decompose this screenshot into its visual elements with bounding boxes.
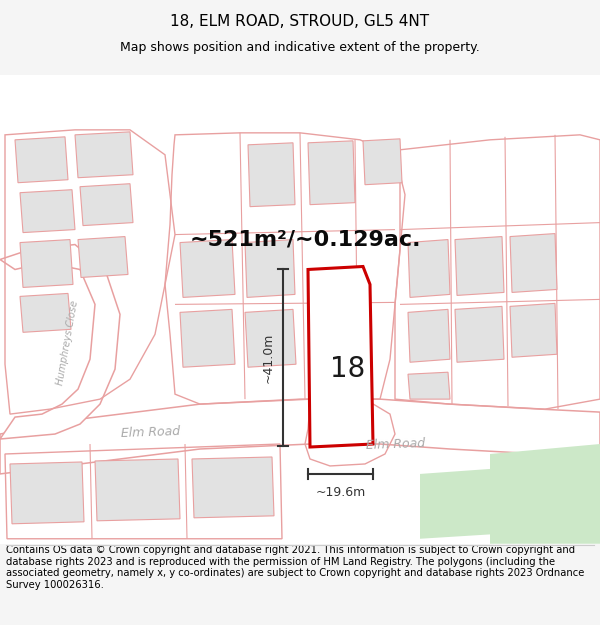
Text: Contains OS data © Crown copyright and database right 2021. This information is : Contains OS data © Crown copyright and d…: [6, 545, 584, 590]
Polygon shape: [75, 132, 133, 178]
Polygon shape: [308, 266, 373, 447]
Text: ~19.6m: ~19.6m: [316, 486, 365, 499]
Polygon shape: [455, 306, 504, 362]
Polygon shape: [10, 462, 84, 524]
Polygon shape: [180, 239, 235, 298]
Polygon shape: [408, 239, 450, 298]
Polygon shape: [363, 139, 402, 185]
Polygon shape: [0, 399, 600, 474]
Polygon shape: [20, 239, 73, 288]
Polygon shape: [192, 457, 274, 518]
Text: Humphreys Close: Humphreys Close: [56, 299, 80, 386]
Polygon shape: [408, 309, 450, 362]
Text: 18, ELM ROAD, STROUD, GL5 4NT: 18, ELM ROAD, STROUD, GL5 4NT: [170, 14, 430, 29]
Polygon shape: [245, 239, 295, 298]
Polygon shape: [420, 469, 510, 539]
Text: Elm Road: Elm Road: [120, 424, 180, 439]
Polygon shape: [245, 309, 296, 368]
Polygon shape: [95, 459, 180, 521]
Polygon shape: [78, 237, 128, 278]
Polygon shape: [308, 141, 355, 204]
Text: ~521m²/~0.129ac.: ~521m²/~0.129ac.: [190, 229, 421, 249]
Text: Elm Road: Elm Road: [365, 436, 425, 451]
Text: Map shows position and indicative extent of the property.: Map shows position and indicative extent…: [120, 41, 480, 54]
Polygon shape: [180, 309, 235, 368]
Text: ~41.0m: ~41.0m: [262, 332, 275, 383]
Polygon shape: [0, 244, 120, 439]
Polygon shape: [20, 190, 75, 232]
Polygon shape: [455, 237, 504, 296]
Polygon shape: [490, 444, 600, 544]
Text: 18: 18: [331, 355, 365, 383]
Polygon shape: [408, 372, 450, 399]
Polygon shape: [80, 184, 133, 226]
Polygon shape: [0, 75, 600, 544]
Polygon shape: [510, 303, 557, 358]
Polygon shape: [510, 234, 557, 292]
Polygon shape: [20, 293, 71, 333]
Polygon shape: [15, 137, 68, 182]
Polygon shape: [248, 143, 295, 207]
